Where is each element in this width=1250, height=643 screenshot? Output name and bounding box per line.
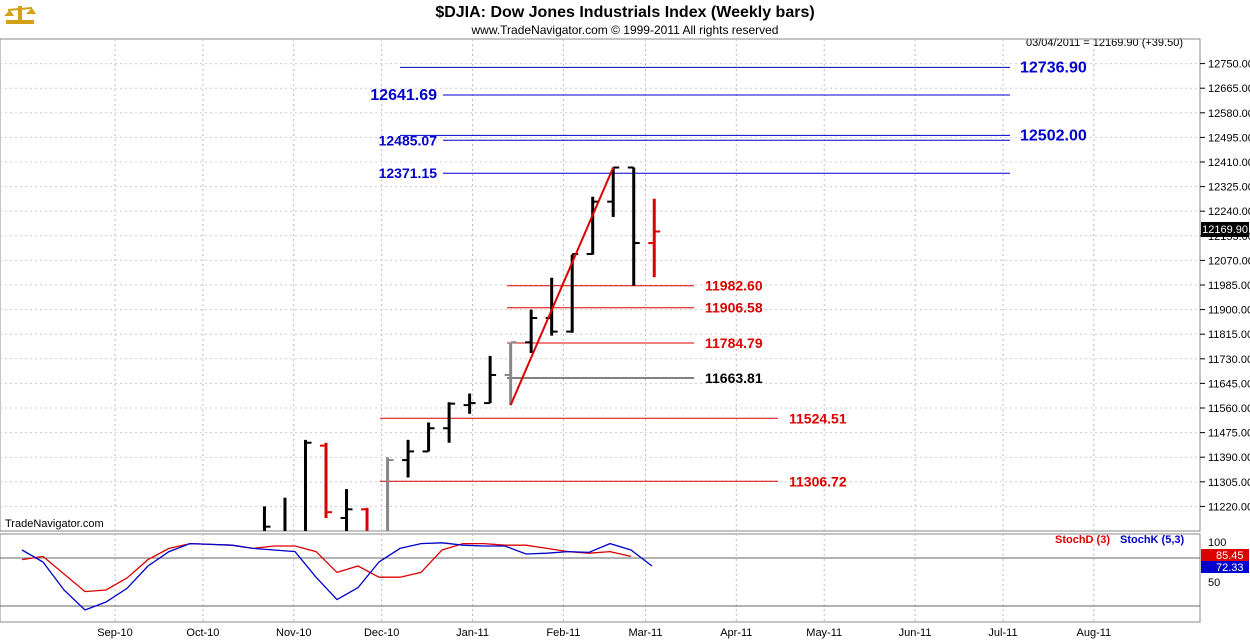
last-quote: 03/04/2011 = 12169.90 (+39.50) [1026,37,1183,49]
y-tick-label: 11475.00 [1208,428,1250,440]
gridlines [0,39,1200,622]
price-level-label: 12371.15 [379,165,438,181]
stochastic-axis: 100 50 [1208,537,1226,589]
ohlc-bar [303,439,312,531]
ohlc-bar [443,402,456,443]
y-tick-label: 11645.00 [1208,378,1250,390]
stoch-d-line [21,542,632,593]
price-level-label: 11524.51 [789,410,847,426]
y-tick-label: 12750.00 [1208,59,1250,71]
last-price-tag: 12169.90 [1202,224,1248,236]
trend-line [509,167,615,406]
y-tick-label: 11560.00 [1208,403,1250,415]
price-level-label: 11906.58 [705,300,763,316]
x-tick-label: May-11 [806,627,842,639]
price-level-label: 12502.00 [1020,127,1087,144]
y-tick-label: 12070.00 [1208,255,1250,267]
trend-lines [509,167,615,406]
ohlc-bar [422,422,435,453]
y-tick-label: 12325.00 [1208,182,1250,194]
price-level-label: 11663.81 [705,370,763,386]
stoch-tick-label: 100 [1208,537,1226,549]
price-levels: 12736.90 12641.69 12502.00 12485.07 12371.15… [370,59,1087,489]
ohlc-bar [566,253,579,333]
price-level-label: 11306.72 [789,473,847,489]
y-tick-label: 12580.00 [1208,108,1250,120]
watermark: TradeNavigator.com [5,518,104,530]
stoch-k-tag-bg [1201,561,1249,573]
stoch-d-tag-bg [1201,549,1249,561]
ohlc-bar [545,277,558,336]
x-tick-label: Mar-11 [628,627,662,639]
ohlc-bar [320,442,333,518]
ohlc-bar [340,489,353,531]
x-tick-label: Apr-11 [720,627,752,639]
y-tick-label: 11305.00 [1208,477,1250,489]
scales-logo-icon [4,6,36,24]
legend-stoch-k: StochK (5,3) [1120,534,1185,546]
y-tick-label: 11815.00 [1208,329,1250,341]
ohlc-bar [648,198,661,278]
y-tick-label: 12240.00 [1208,206,1250,218]
x-tick-label: Jul-11 [988,627,1017,639]
x-tick-label: Oct-10 [186,627,219,639]
price-bars [262,166,661,531]
y-tick-label: 11220.00 [1208,501,1250,513]
y-tick-label: 11730.00 [1208,354,1250,366]
x-tick-label: Feb-11 [546,627,580,639]
chart-subtitle: www.TradeNavigator.com © 1999-2011 All r… [471,23,779,37]
ohlc-bar [627,166,640,286]
y-tick-label: 11900.00 [1208,305,1250,317]
x-tick-label: Dec-10 [364,627,399,639]
x-tick-label: Sep-10 [97,627,132,639]
ohlc-bar [484,355,497,405]
price-level-label: 11784.79 [705,335,763,351]
y-tick-label: 11985.00 [1208,280,1250,292]
price-axis: 12750.00 12665.00 12580.00 12495.00 12410.00… [1200,59,1250,513]
x-tick-label: Jan-11 [456,627,489,639]
price-level-label: 12641.69 [370,87,437,104]
ohlc-bar [525,309,538,354]
legend-stoch-d: StochD (3) [1055,534,1110,546]
x-tick-label: Aug-11 [1077,627,1112,639]
ohlc-bar [386,457,394,531]
stoch-d-tag: 85.45 [1216,550,1244,562]
ohlc-bar [463,393,476,414]
y-tick-label: 12665.00 [1208,83,1250,95]
ohlc-bar [262,506,271,531]
stoch-k-line [21,542,653,611]
ohlc-bar [607,166,620,217]
time-axis: Sep-10 Oct-10 Nov-10 Dec-10 Jan-11 Feb-11 Mar-… [97,627,1111,639]
stoch-tick-label: 50 [1208,577,1220,589]
ohlc-bar [504,341,517,406]
ohlc-bar [361,507,369,531]
chart-title: $DJIA: Dow Jones Industrials Index (Week… [435,4,814,21]
price-level-label: 11982.60 [705,278,763,294]
y-tick-label: 11390.00 [1208,452,1250,464]
stoch-k-tag: 72.33 [1216,562,1244,574]
y-tick-label: 12495.00 [1208,132,1250,144]
x-tick-label: Jun-11 [899,627,932,639]
stoch-panel [0,533,1201,623]
stochastic-lines [0,542,1200,611]
y-tick-label: 12410.00 [1208,157,1250,169]
price-level-label: 12485.07 [379,132,438,148]
x-tick-label: Nov-10 [276,627,311,639]
price-level-label: 12736.90 [1020,59,1087,76]
last-price-tag-bg [1201,222,1249,237]
ohlc-bar [402,439,415,478]
